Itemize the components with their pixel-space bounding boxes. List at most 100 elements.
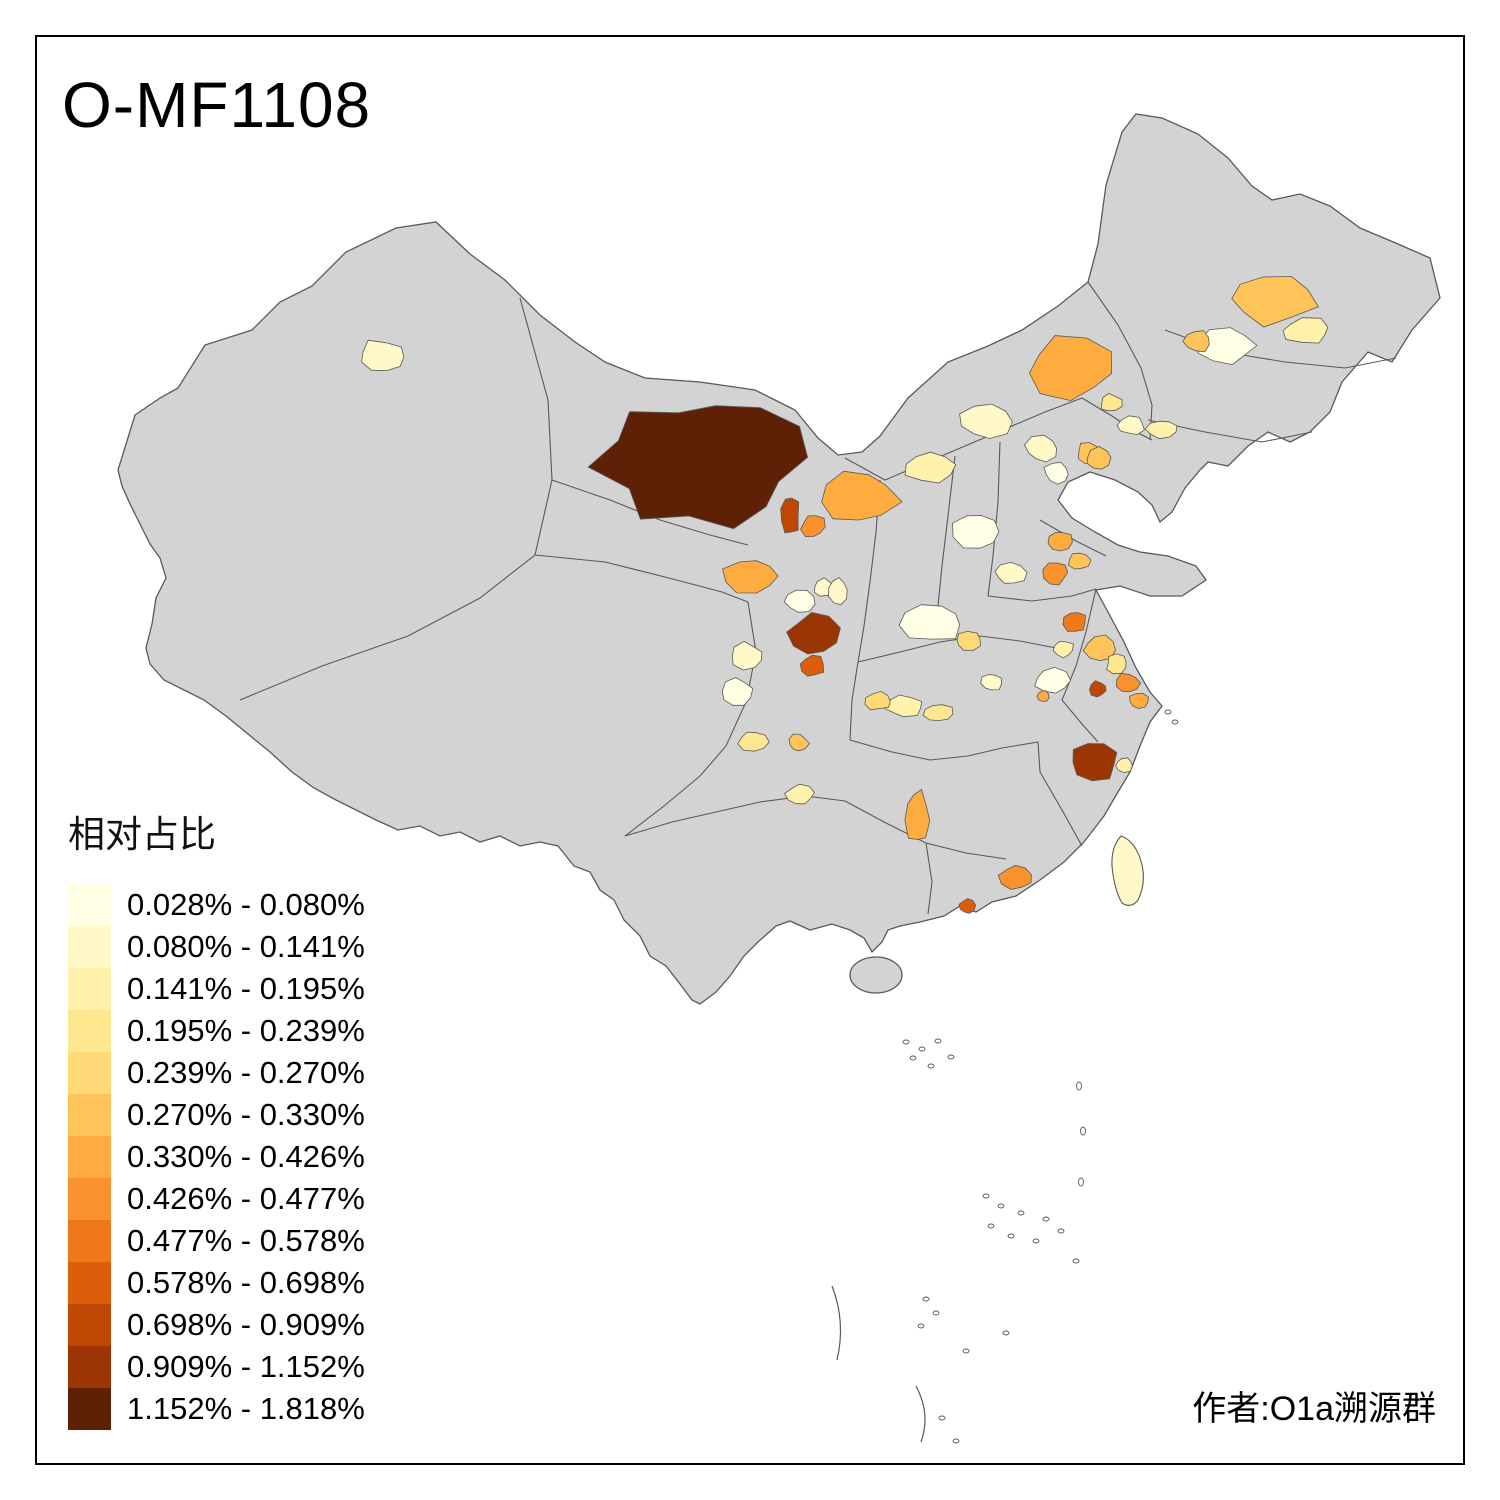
map-region <box>1086 446 1112 470</box>
legend-swatch <box>68 968 111 1010</box>
map-region <box>1052 641 1074 659</box>
legend-swatch <box>68 1136 111 1178</box>
china-mainland <box>117 113 1441 1005</box>
legend-swatch <box>68 1304 111 1346</box>
map-region <box>1231 275 1319 328</box>
map-region <box>1282 317 1329 344</box>
legend-entry: 0.578% - 0.698% <box>68 1262 365 1304</box>
map-region <box>1129 692 1149 709</box>
legend-swatch <box>68 1178 111 1220</box>
map-region <box>821 470 903 521</box>
map-title: O-MF1108 <box>62 69 372 141</box>
legend-label: 0.578% - 0.698% <box>127 1265 365 1300</box>
legend-label: 0.028% - 0.080% <box>127 887 365 922</box>
legend-entry: 0.080% - 0.141% <box>68 926 365 968</box>
legend-title: 相对占比 <box>68 814 216 855</box>
map-region <box>783 783 815 805</box>
legend-label: 0.698% - 0.909% <box>127 1307 365 1342</box>
map-region <box>980 674 1003 691</box>
plot-border <box>35 35 1465 1465</box>
legend-label: 0.195% - 0.239% <box>127 1013 365 1048</box>
map-region <box>904 788 931 840</box>
legend-swatch <box>68 1010 111 1052</box>
legend-entry: 0.141% - 0.195% <box>68 968 365 1010</box>
legend-label: 0.270% - 0.330% <box>127 1097 365 1132</box>
map-region <box>997 864 1032 890</box>
map-region <box>783 589 816 613</box>
map-region <box>922 704 954 722</box>
map-region <box>1101 392 1123 412</box>
legend-entry: 0.909% - 1.152% <box>68 1346 365 1388</box>
map-region <box>1072 743 1118 782</box>
map-region <box>721 677 754 706</box>
legend-entry: 0.195% - 0.239% <box>68 1010 365 1052</box>
legend-swatch <box>68 1220 111 1262</box>
legend-swatch <box>68 926 111 968</box>
map-region <box>1043 461 1069 485</box>
map-region <box>1115 672 1142 693</box>
map-region <box>1028 335 1113 402</box>
hainan-island <box>849 956 903 994</box>
legend-entry: 1.152% - 1.818% <box>68 1388 365 1430</box>
map-region <box>1024 434 1058 463</box>
legend-entry: 0.330% - 0.426% <box>68 1136 365 1178</box>
legend-label: 0.239% - 0.270% <box>127 1055 365 1090</box>
map-region <box>780 497 800 534</box>
map-region <box>361 339 405 372</box>
legend-entry: 0.270% - 0.330% <box>68 1094 365 1136</box>
legend-swatch <box>68 884 111 926</box>
map-region <box>1082 634 1117 662</box>
south-china-sea-islands <box>831 709 1179 1444</box>
legend-entry: 0.426% - 0.477% <box>68 1178 365 1220</box>
map-region <box>904 451 957 484</box>
map-region <box>799 654 825 677</box>
legend-swatch <box>68 1346 111 1388</box>
map-region <box>994 561 1028 584</box>
map-region <box>958 898 977 914</box>
map-region <box>800 515 826 538</box>
map-region <box>959 403 1013 439</box>
attribution: 作者:O1a溯源群 <box>1192 1390 1436 1428</box>
legend-label: 0.909% - 1.152% <box>127 1349 365 1384</box>
colored-regions <box>361 275 1329 914</box>
legend-label: 0.141% - 0.195% <box>127 971 365 1006</box>
legend-entries: 0.028% - 0.080% 0.080% - 0.141% 0.141% - 0… <box>68 884 365 1430</box>
map-region <box>786 611 841 655</box>
map-region <box>1182 330 1210 353</box>
map-region <box>1067 552 1092 570</box>
taiwan-island <box>1111 835 1144 906</box>
legend-label: 0.477% - 0.578% <box>127 1223 365 1258</box>
map-region <box>1089 680 1107 698</box>
legend-entry: 0.698% - 0.909% <box>68 1304 365 1346</box>
map-region <box>1042 562 1069 586</box>
map-region <box>1062 612 1086 632</box>
legend-swatch <box>68 1388 111 1430</box>
map-region <box>828 577 848 606</box>
legend: 相对占比 0.028% - 0.080% 0.080% - 0.141% 0.141… <box>68 804 365 1430</box>
map-region <box>1116 415 1145 436</box>
map-region <box>587 405 809 530</box>
map-region <box>956 630 982 651</box>
legend-swatch <box>68 1262 111 1304</box>
map-region <box>881 694 923 718</box>
map-region <box>1106 653 1127 675</box>
map-region <box>788 733 811 752</box>
legend-label: 0.080% - 0.141% <box>127 929 365 964</box>
legend-entry: 0.028% - 0.080% <box>68 884 365 926</box>
map-region <box>737 731 770 752</box>
map-region <box>1047 531 1073 552</box>
legend-label: 1.152% - 1.818% <box>127 1391 365 1426</box>
map-region <box>864 690 891 711</box>
legend-swatch <box>68 1052 111 1094</box>
map-region <box>1034 666 1072 694</box>
legend-label: 0.426% - 0.477% <box>127 1181 365 1216</box>
legend-label: 0.330% - 0.426% <box>127 1139 365 1174</box>
legend-entry: 0.239% - 0.270% <box>68 1052 365 1094</box>
map-region <box>898 604 961 640</box>
map-region <box>1144 420 1178 440</box>
legend-entry: 0.477% - 0.578% <box>68 1220 365 1262</box>
map-region <box>732 640 763 671</box>
map-region <box>722 560 779 594</box>
map-region <box>952 515 1000 549</box>
